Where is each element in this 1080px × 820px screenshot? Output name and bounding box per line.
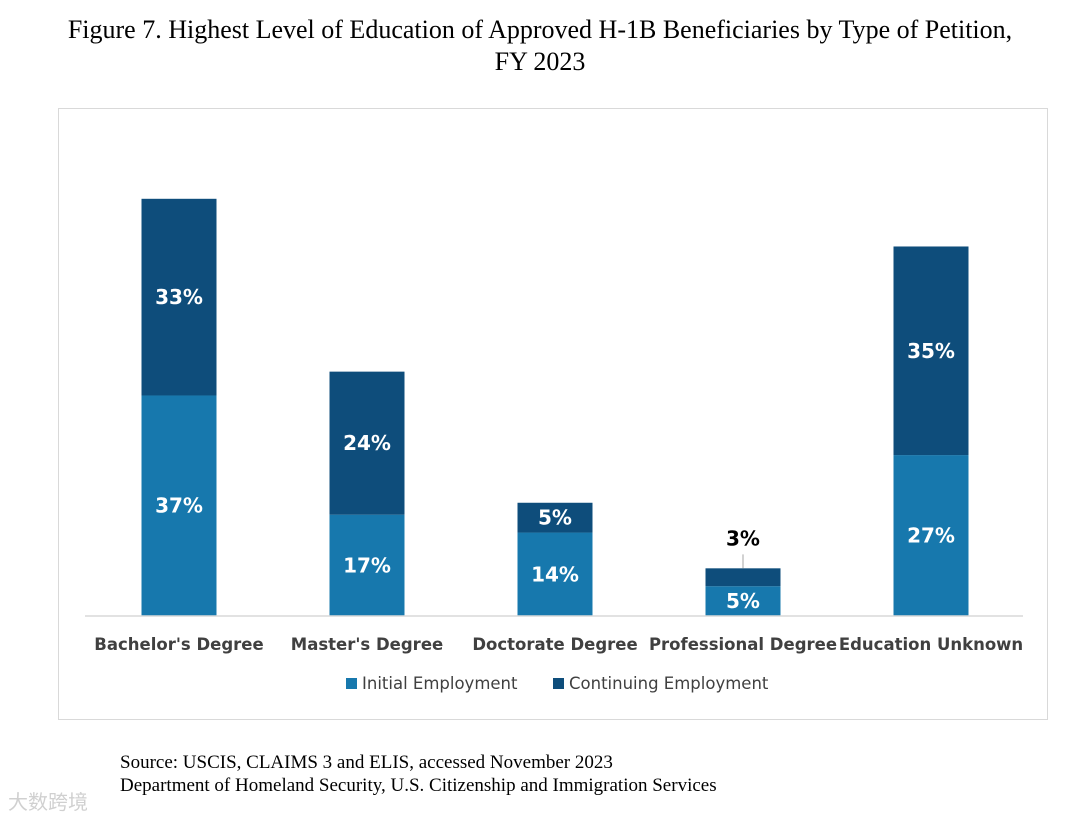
figure-title-line1: Figure 7. Highest Level of Education of … [67, 15, 1013, 44]
bar-continuing-employment-master-s-degree [329, 371, 405, 515]
source-note: Source: USCIS, CLAIMS 3 and ELIS, access… [120, 751, 717, 797]
bar-continuing-employment-doctorate-degree [517, 502, 593, 533]
category-label-bachelor-s-degree: Bachelor's Degree [94, 635, 263, 654]
data-label-continuing-employment-bachelor-s-degree: 33% [155, 285, 203, 309]
source-line1: Source: USCIS, CLAIMS 3 and ELIS, access… [120, 752, 613, 773]
stacked-bar-chart: 37% 33% Bachelor's Degree 17% 24% Master's De… [85, 198, 1023, 693]
bar-continuing-employment-education-unknown [893, 246, 969, 456]
category-label-professional-degree: Professional Degree [649, 635, 837, 654]
bar-continuing-employment-professional-degree [705, 568, 781, 587]
category-label-doctorate-degree: Doctorate Degree [472, 635, 637, 654]
watermark-logo: 大数跨境 [8, 790, 88, 814]
legend-swatch-initial-employment [346, 678, 357, 689]
data-label-continuing-employment-doctorate-degree: 5% [538, 506, 572, 530]
data-label-continuing-employment-education-unknown: 35% [907, 339, 955, 363]
data-label-continuing-employment-master-s-degree: 24% [343, 431, 391, 455]
figure-title-line2: FY 2023 [494, 47, 586, 76]
data-label-initial-employment-professional-degree: 5% [726, 589, 760, 613]
data-label-initial-employment-education-unknown: 27% [907, 524, 955, 548]
data-label-initial-employment-bachelor-s-degree: 37% [155, 494, 203, 518]
bar-initial-employment-education-unknown [893, 455, 969, 616]
source-line2: Department of Homeland Security, U.S. Ci… [120, 775, 717, 796]
bar-initial-employment-doctorate-degree [517, 532, 593, 616]
data-label-initial-employment-master-s-degree: 17% [343, 553, 391, 577]
figure-title: Figure 7. Highest Level of Education of … [0, 14, 1080, 78]
bar-initial-employment-bachelor-s-degree [141, 395, 217, 616]
bar-initial-employment-master-s-degree [329, 514, 405, 616]
category-label-master-s-degree: Master's Degree [291, 635, 443, 654]
bar-continuing-employment-bachelor-s-degree [141, 198, 217, 396]
bar-initial-employment-professional-degree [705, 586, 781, 616]
legend-label-continuing-employment: Continuing Employment [569, 674, 769, 693]
chart-frame: 37% 33% Bachelor's Degree 17% 24% Master's De… [58, 108, 1048, 720]
legend-swatch-continuing-employment [553, 678, 564, 689]
legend-label-initial-employment: Initial Employment [362, 674, 518, 693]
data-label-continuing-employment-professional-degree: 3% [726, 526, 760, 550]
category-label-education-unknown: Education Unknown [839, 635, 1023, 654]
data-label-initial-employment-doctorate-degree: 14% [531, 562, 579, 586]
